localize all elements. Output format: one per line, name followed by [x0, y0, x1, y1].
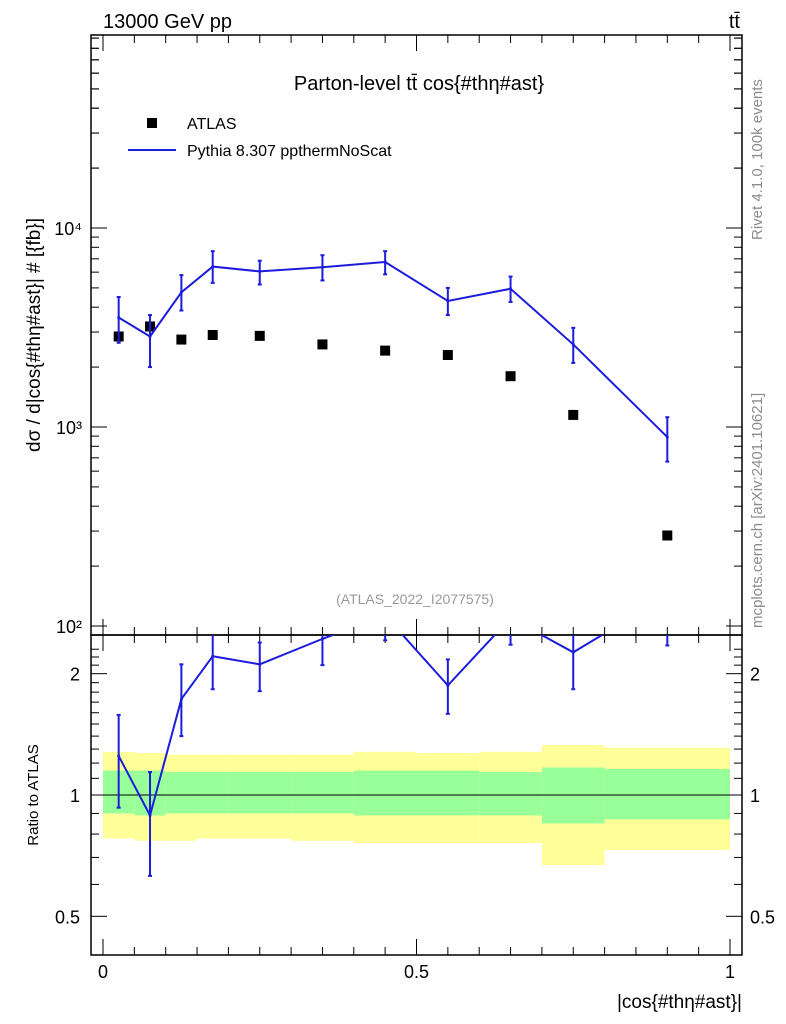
ratio-y-tick-label: 0.5 [55, 907, 80, 927]
chart-title: Parton-level tt̄ cos{#thη#ast} [294, 73, 544, 95]
legend-atlas-marker [147, 118, 157, 128]
ratio-data-point [320, 637, 324, 641]
ratio-y-tick-label-right: 1 [750, 786, 760, 806]
main-y-axis-label: dσ / d|cos{#thη#ast}| # [{fb}] [24, 218, 45, 452]
ratio-band-inner [165, 772, 198, 814]
atlas-data-point [505, 371, 516, 382]
atlas-data-point [317, 339, 328, 350]
legend-atlas-label: ATLAS [187, 116, 237, 133]
ratio-y-tick-label-right: 2 [750, 665, 760, 685]
tick-labels: 10² 10³ 10⁴ 0 0.5 1 0.5 0.5 1 1 2 2 [54, 219, 775, 982]
x-tick-label: 0 [98, 962, 108, 982]
main-data-layer [113, 250, 673, 541]
x-axis-label: |cos{#thη#ast}| [617, 992, 742, 1013]
pythia-data-point [665, 435, 669, 439]
ratio-data-point [117, 754, 121, 758]
ratio-y-tick-label-right: 0.5 [750, 907, 775, 927]
pythia-series-line [118, 260, 669, 438]
pythia-data-point [383, 260, 387, 264]
ratio-data-point [211, 654, 215, 658]
main-y-tick-label: 10³ [56, 418, 82, 438]
ratio-y-axis-label: Ratio to ATLAS [25, 744, 42, 845]
ratio-band-inner [479, 772, 542, 816]
ratio-band-inner [197, 772, 229, 814]
header-process: 13000 GeV pp [103, 11, 232, 33]
pythia-data-point [571, 342, 575, 346]
x-tick-label: 0.5 [404, 962, 429, 982]
atlas-data-point [176, 334, 187, 345]
ratio-data-point [509, 616, 512, 619]
atlas-data-point [662, 530, 673, 541]
pythia-data-point [320, 265, 324, 269]
ratio-data-point [666, 594, 669, 597]
pythia-data-point [446, 299, 450, 303]
ratio-data-point [571, 650, 575, 654]
x-tick-label: 1 [725, 962, 735, 982]
pythia-data-point [211, 265, 215, 269]
mcplots-source-label: mcplots.cern.ch [arXiv:2401.10621] [749, 393, 766, 628]
main-y-tick-label: 10² [56, 617, 82, 637]
pythia-data-point [148, 334, 152, 338]
ratio-data-point [179, 697, 183, 701]
pythia-data-point [117, 316, 121, 320]
atlas-data-point [380, 345, 391, 356]
legend-pythia-label: Pythia 8.307 ppthermNoScat [187, 143, 392, 160]
header-final-state: tt̄ [729, 11, 741, 33]
pythia-data-point [179, 290, 183, 294]
pythia-data-point [258, 269, 262, 273]
atlas-data-point [207, 329, 218, 340]
legend: ATLAS Pythia 8.307 ppthermNoScat [128, 116, 392, 160]
ratio-data-point [258, 662, 262, 666]
ratio-band-inner [353, 770, 417, 816]
pythia-data-point [509, 287, 513, 291]
ratio-y-tick-label: 1 [70, 786, 80, 806]
atlas-data-point [254, 330, 265, 341]
ratio-band-inner [291, 772, 354, 814]
ratio-data-point [384, 614, 387, 617]
atlas-data-point [568, 409, 579, 420]
ratio-data-layer [116, 594, 670, 877]
ratio-data-point [148, 813, 152, 817]
ratio-band-inner [416, 770, 480, 816]
axis-ticks [91, 35, 742, 955]
main-y-tick-label: 10⁴ [54, 219, 82, 239]
ratio-band-inner [604, 769, 730, 820]
ratio-band-inner [228, 772, 292, 814]
analysis-watermark: (ATLAS_2022_I2077575) [336, 591, 494, 607]
ratio-uncertainty-bands [103, 745, 730, 866]
atlas-data-point [442, 350, 453, 361]
rivet-version-label: Rivet 4.1.0, 100k events [749, 79, 766, 240]
ratio-y-tick-label: 2 [70, 665, 80, 685]
ratio-data-point [446, 683, 450, 687]
